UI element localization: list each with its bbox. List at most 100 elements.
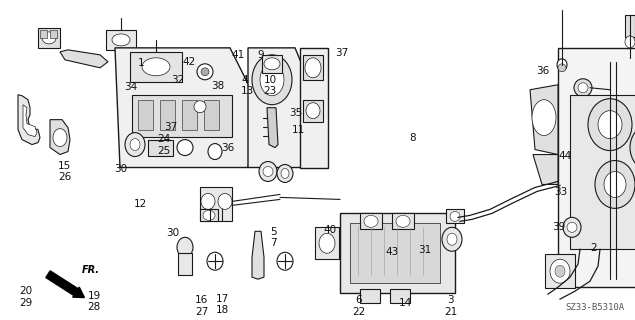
Text: 32: 32 xyxy=(171,76,185,85)
Text: 2: 2 xyxy=(591,243,597,253)
Ellipse shape xyxy=(260,64,284,96)
Polygon shape xyxy=(23,105,37,137)
Bar xyxy=(558,48,635,287)
Ellipse shape xyxy=(557,59,567,71)
Text: 42: 42 xyxy=(183,57,196,67)
Ellipse shape xyxy=(396,215,410,227)
Ellipse shape xyxy=(305,58,321,78)
Ellipse shape xyxy=(450,212,460,221)
Bar xyxy=(138,100,153,130)
Ellipse shape xyxy=(201,68,209,76)
Bar xyxy=(392,213,414,229)
Bar xyxy=(132,95,232,137)
Text: 35: 35 xyxy=(289,108,302,118)
Ellipse shape xyxy=(42,32,56,44)
Text: 9: 9 xyxy=(257,50,264,60)
Bar xyxy=(262,55,282,73)
Polygon shape xyxy=(300,48,328,167)
Ellipse shape xyxy=(555,265,565,277)
Ellipse shape xyxy=(625,36,635,48)
Text: 24
25: 24 25 xyxy=(157,134,171,156)
Text: 1: 1 xyxy=(138,58,144,68)
Ellipse shape xyxy=(259,162,277,181)
Ellipse shape xyxy=(578,83,588,93)
Ellipse shape xyxy=(177,140,193,156)
Text: 30: 30 xyxy=(166,228,180,238)
Text: 19
28: 19 28 xyxy=(88,291,100,312)
Ellipse shape xyxy=(598,111,622,139)
Text: 3
21: 3 21 xyxy=(444,295,457,317)
Polygon shape xyxy=(267,108,278,148)
Bar xyxy=(360,213,382,229)
Ellipse shape xyxy=(558,64,566,72)
Ellipse shape xyxy=(203,210,215,220)
FancyArrow shape xyxy=(46,271,84,298)
Ellipse shape xyxy=(306,103,320,119)
Ellipse shape xyxy=(630,126,635,170)
Ellipse shape xyxy=(201,193,215,209)
Bar xyxy=(160,100,175,130)
Bar xyxy=(204,100,219,130)
Text: SZ33-B5310A: SZ33-B5310A xyxy=(566,303,625,312)
Text: 31: 31 xyxy=(418,245,431,255)
Bar xyxy=(303,100,323,122)
Bar xyxy=(360,289,380,303)
Bar xyxy=(340,213,455,293)
Bar xyxy=(178,253,192,275)
Bar xyxy=(200,188,232,221)
Ellipse shape xyxy=(263,166,273,176)
Ellipse shape xyxy=(208,144,222,160)
Text: 6
22: 6 22 xyxy=(352,295,365,317)
Ellipse shape xyxy=(604,172,626,197)
Ellipse shape xyxy=(281,169,289,179)
Text: 20
29: 20 29 xyxy=(19,286,32,308)
Bar xyxy=(130,52,182,82)
Polygon shape xyxy=(533,155,558,184)
Bar xyxy=(38,28,60,48)
Polygon shape xyxy=(530,85,558,155)
Ellipse shape xyxy=(125,132,145,156)
Text: 37: 37 xyxy=(164,122,177,132)
Ellipse shape xyxy=(112,34,130,46)
Ellipse shape xyxy=(442,227,462,251)
Bar xyxy=(315,227,339,259)
Text: 34: 34 xyxy=(124,82,137,92)
Text: 40: 40 xyxy=(323,225,337,235)
Ellipse shape xyxy=(207,252,223,270)
Ellipse shape xyxy=(142,58,170,76)
Bar xyxy=(570,95,635,249)
Bar xyxy=(625,15,635,37)
Text: 14: 14 xyxy=(399,298,412,308)
Ellipse shape xyxy=(264,58,280,70)
Ellipse shape xyxy=(574,79,592,97)
Ellipse shape xyxy=(130,139,140,150)
Text: FR.: FR. xyxy=(82,265,100,275)
Text: 17
18: 17 18 xyxy=(216,294,229,316)
Text: 15
26: 15 26 xyxy=(58,161,71,182)
Text: 38: 38 xyxy=(211,81,224,91)
Ellipse shape xyxy=(563,217,581,237)
Polygon shape xyxy=(50,120,70,155)
Bar xyxy=(390,289,410,303)
Ellipse shape xyxy=(194,101,206,113)
Ellipse shape xyxy=(567,222,577,232)
Ellipse shape xyxy=(252,55,292,105)
Text: 11: 11 xyxy=(292,125,305,135)
Ellipse shape xyxy=(532,100,556,136)
Polygon shape xyxy=(60,50,108,68)
Text: 44: 44 xyxy=(559,151,572,161)
Polygon shape xyxy=(18,95,40,145)
Text: 41: 41 xyxy=(232,50,244,60)
Bar xyxy=(545,254,575,288)
Polygon shape xyxy=(115,48,260,167)
Text: 12: 12 xyxy=(134,198,147,209)
Text: 5
7: 5 7 xyxy=(270,227,276,249)
Text: 4
13: 4 13 xyxy=(241,75,255,96)
Bar xyxy=(106,30,136,50)
Text: 36: 36 xyxy=(537,66,550,76)
Ellipse shape xyxy=(595,161,635,208)
Text: 43: 43 xyxy=(385,247,399,257)
Bar xyxy=(50,30,57,38)
Ellipse shape xyxy=(277,164,293,182)
Ellipse shape xyxy=(364,215,378,227)
